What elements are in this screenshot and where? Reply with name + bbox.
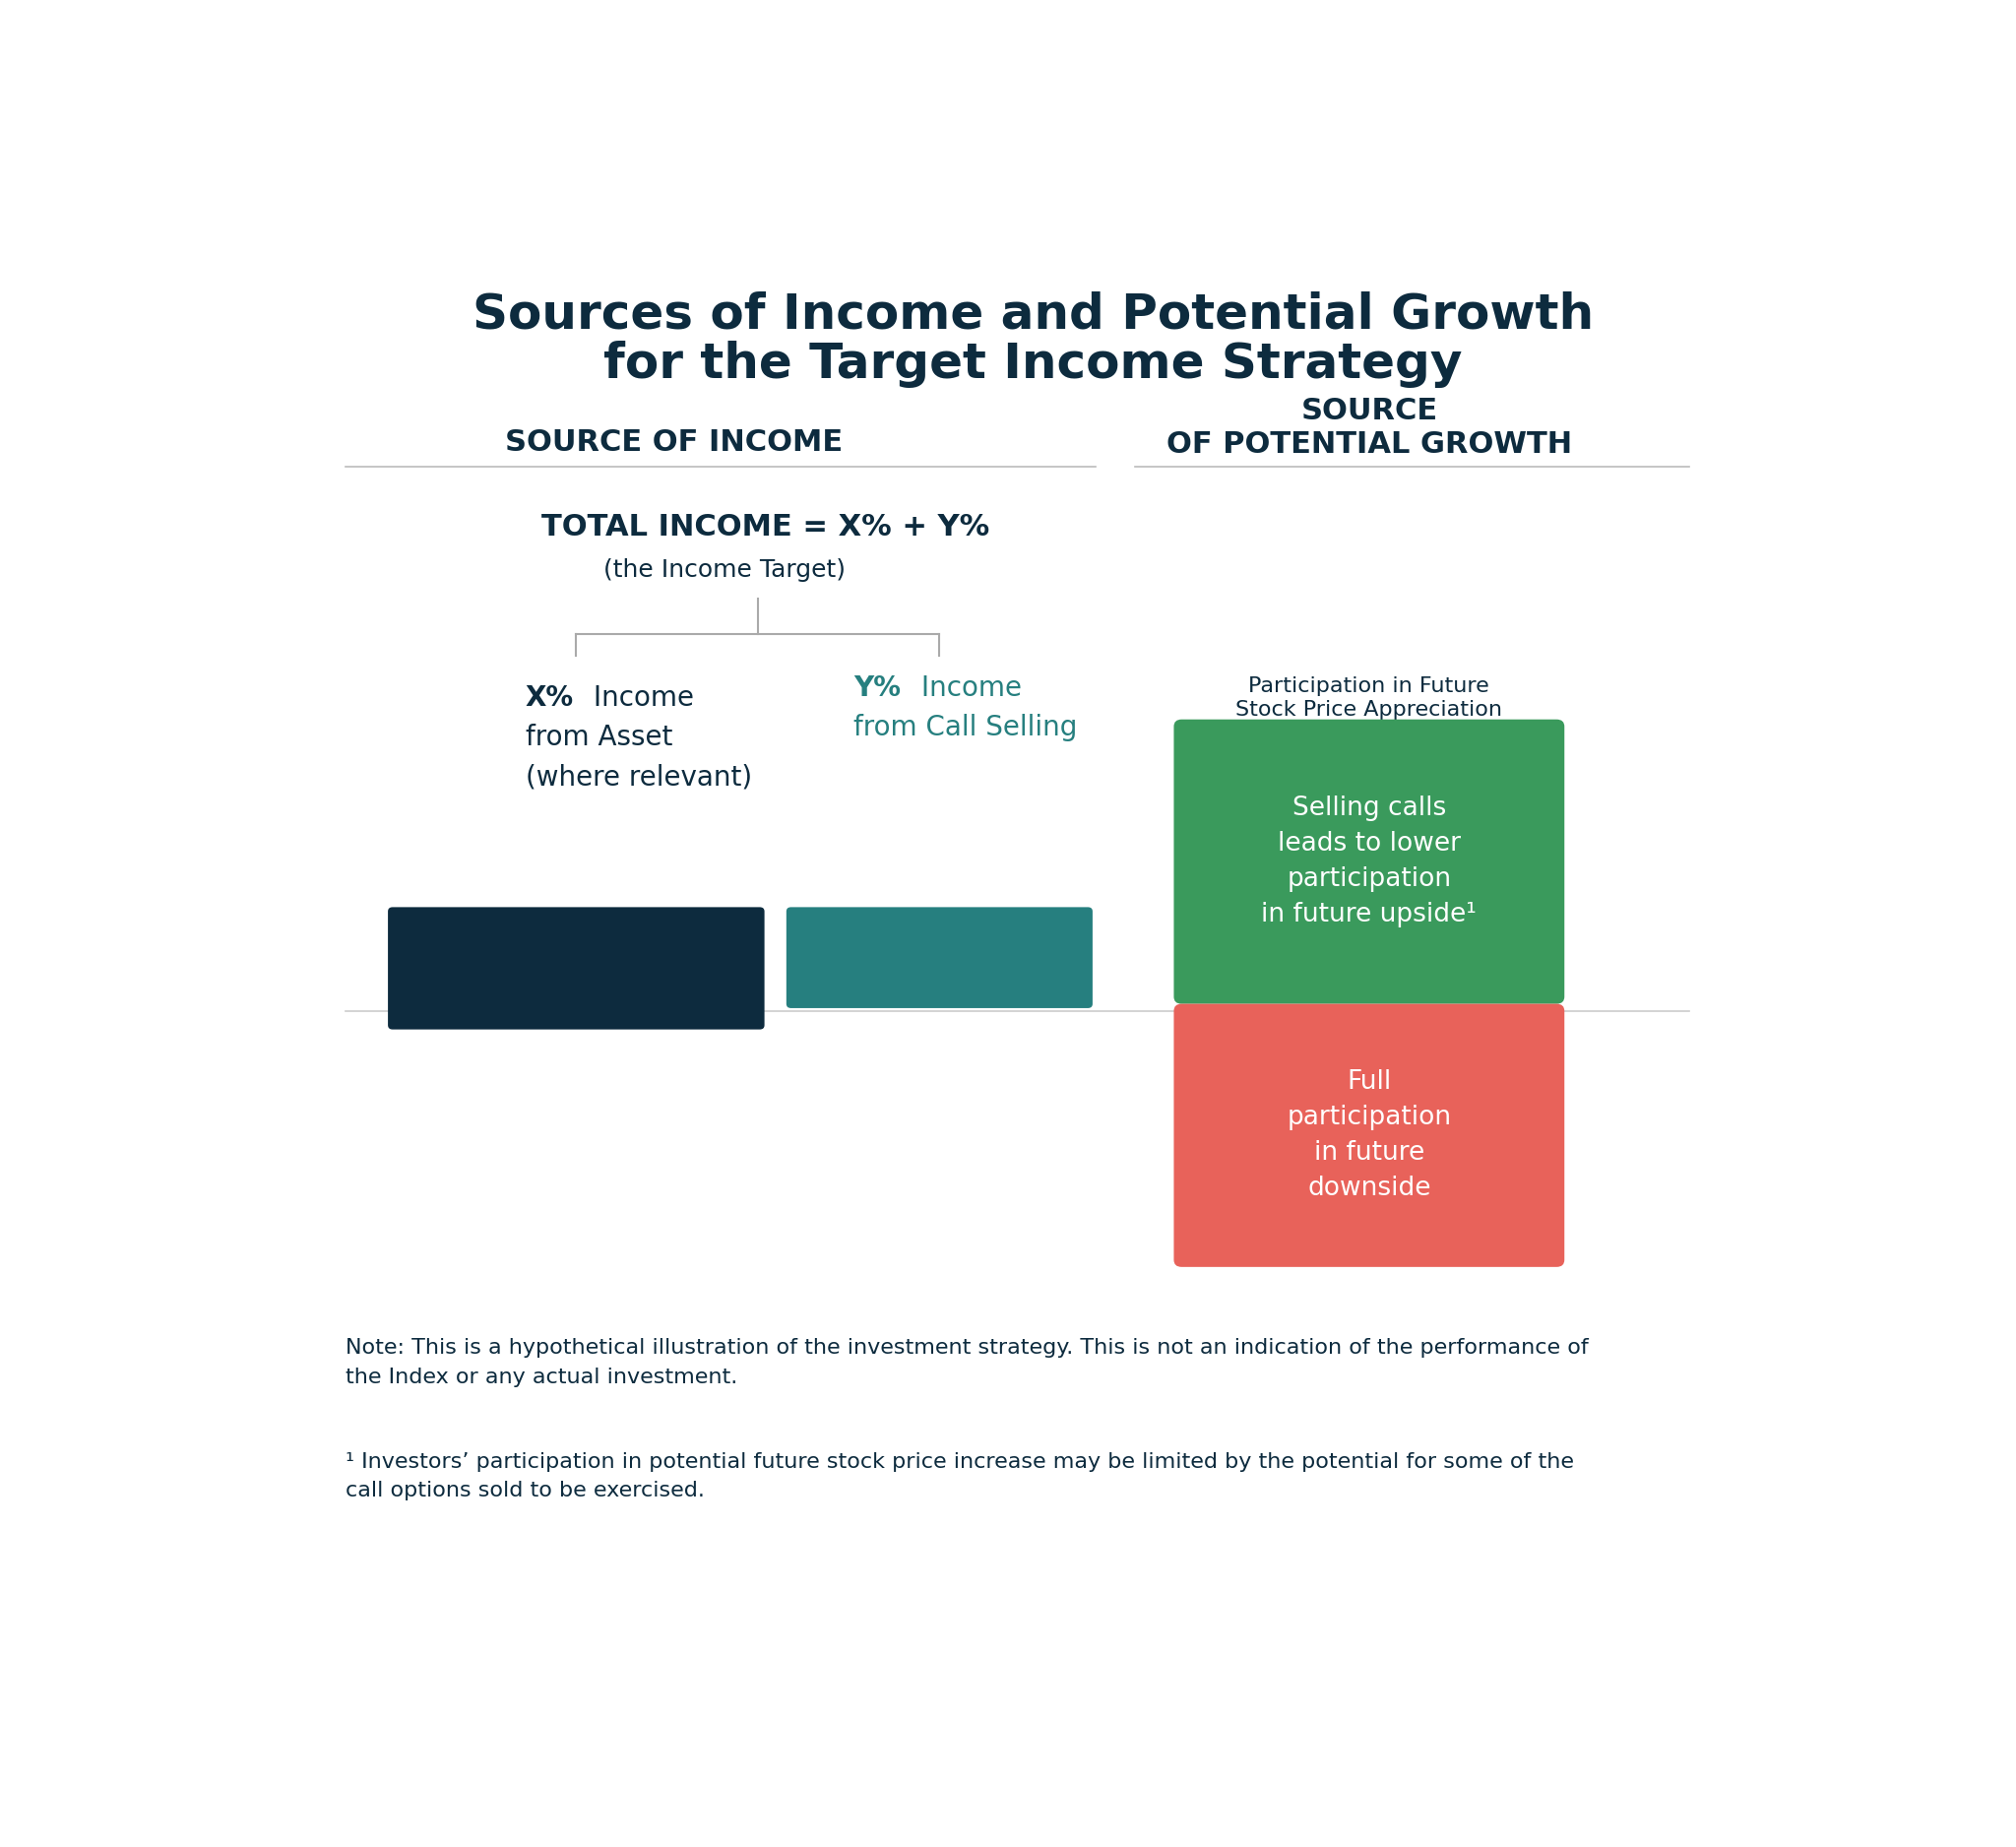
Text: (where relevant): (where relevant) xyxy=(526,765,752,792)
FancyBboxPatch shape xyxy=(1173,720,1564,1005)
Text: SOURCE
OF POTENTIAL GROWTH: SOURCE OF POTENTIAL GROWTH xyxy=(1167,397,1572,458)
Text: ¹ Investors’ participation in potential future stock price increase may be limit: ¹ Investors’ participation in potential … xyxy=(347,1452,1574,1500)
Text: TOTAL INCOME = X% + Y%: TOTAL INCOME = X% + Y% xyxy=(540,513,990,541)
Text: Income: Income xyxy=(585,683,694,711)
Text: SOURCE OF INCOME: SOURCE OF INCOME xyxy=(504,429,843,456)
Text: from Asset: from Asset xyxy=(526,724,673,752)
FancyBboxPatch shape xyxy=(786,907,1093,1008)
Text: Sources of Income and Potential Growth: Sources of Income and Potential Growth xyxy=(472,290,1595,338)
Text: Participation in Future
Stock Price Appreciation: Participation in Future Stock Price Appr… xyxy=(1236,676,1502,718)
Text: Income: Income xyxy=(913,674,1022,702)
Text: Note: This is a hypothetical illustration of the investment strategy. This is no: Note: This is a hypothetical illustratio… xyxy=(347,1337,1589,1387)
Text: X%: X% xyxy=(526,683,575,711)
FancyBboxPatch shape xyxy=(1173,1005,1564,1267)
Text: (the Income Target): (the Income Target) xyxy=(603,558,845,582)
Text: Full
participation
in future
downside: Full participation in future downside xyxy=(1286,1069,1452,1201)
Text: Selling calls
leads to lower
participation
in future upside¹: Selling calls leads to lower participati… xyxy=(1262,796,1478,927)
FancyBboxPatch shape xyxy=(387,907,764,1029)
Text: Y%: Y% xyxy=(853,674,901,702)
Text: from Call Selling: from Call Selling xyxy=(853,715,1077,742)
Text: for the Target Income Strategy: for the Target Income Strategy xyxy=(603,340,1464,388)
